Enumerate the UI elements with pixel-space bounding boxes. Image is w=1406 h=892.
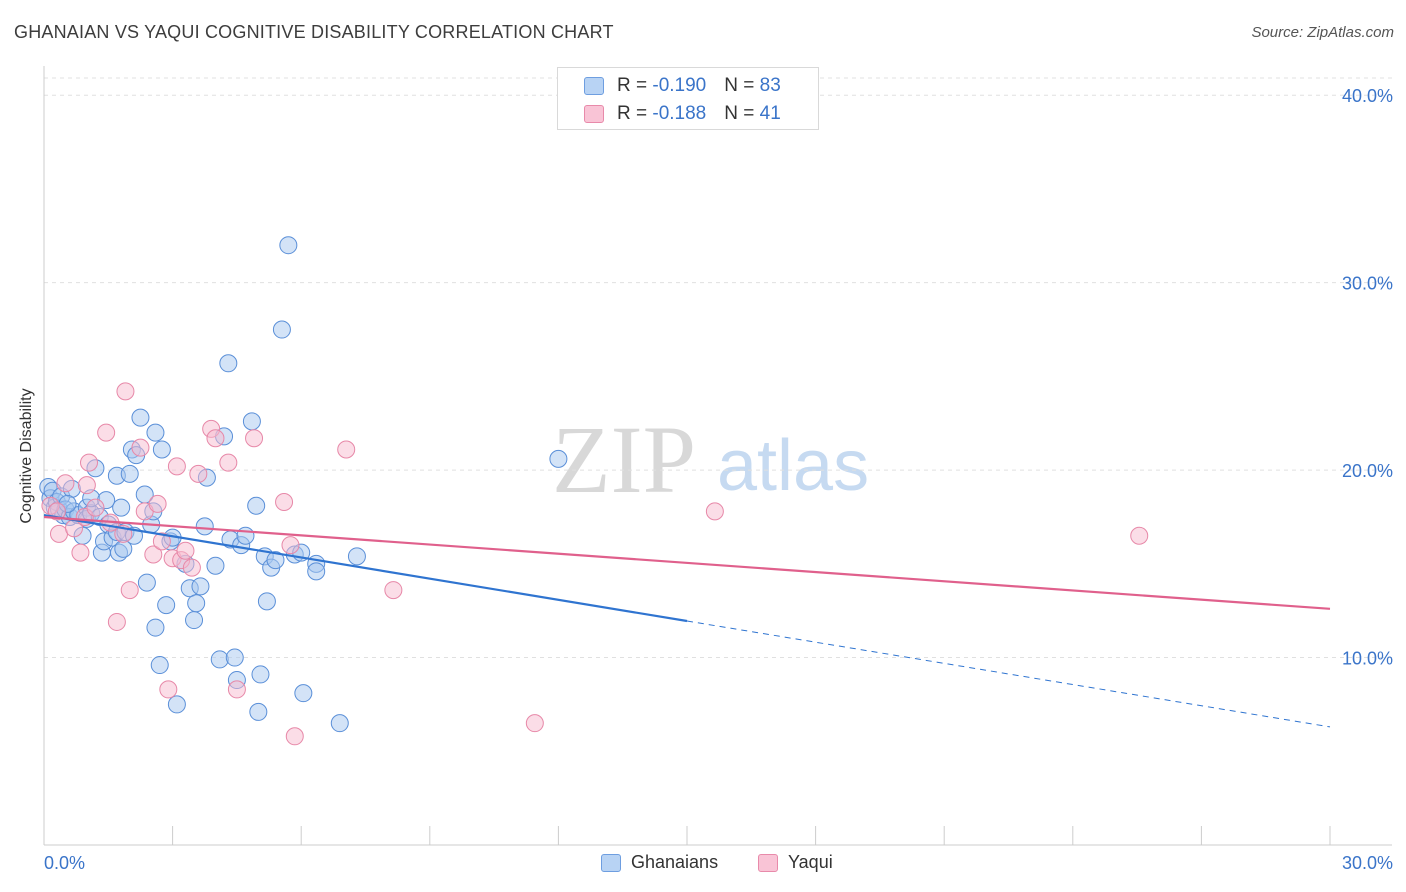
point-yaqui [176,541,195,560]
point-ghanaians [257,592,276,611]
point-ghanaians [146,618,165,637]
point-ghanaians [347,547,366,566]
point-yaqui [107,612,126,631]
point-yaqui [281,536,300,555]
point-yaqui [56,474,75,493]
legend-swatch-blue [584,77,604,95]
y-tick-label: 40.0% [1342,86,1393,106]
point-ghanaians [131,408,150,427]
y-tick-label: 20.0% [1342,461,1393,481]
point-ghanaians [330,714,349,733]
trendline-ghanaians-projection [686,620,1331,728]
series-label-yaqui: Yaqui [788,852,833,872]
trendline-ghanaians [43,514,688,623]
point-ghanaians [247,496,266,515]
point-yaqui [131,438,150,457]
point-yaqui [206,429,225,448]
point-ghanaians [251,665,270,684]
legend-n-value-ghanaians: 83 [759,75,781,96]
series-legend-ghanaians: Ghanaians [601,852,718,873]
point-ghanaians [167,695,186,714]
point-ghanaians [307,562,326,581]
point-yaqui [525,714,544,733]
point-yaqui [77,476,96,495]
point-ghanaians [157,596,176,615]
watermark-zip: ZIP [552,406,696,513]
point-yaqui [182,558,201,577]
legend-r-value-yaqui: -0.188 [652,103,707,124]
point-yaqui [705,502,724,521]
point-yaqui [227,680,246,699]
point-ghanaians [187,594,206,613]
series-swatch-blue [601,853,621,872]
point-ghanaians [272,320,291,339]
point-ghanaians [294,684,313,703]
point-yaqui [97,423,116,442]
chart-title: GHANAIAN VS YAQUI COGNITIVE DISABILITY C… [14,22,614,42]
point-ghanaians [137,573,156,592]
point-ghanaians [150,656,169,675]
legend-n-label: N = [724,103,760,124]
point-yaqui [219,453,238,472]
legend-r-label: R = [617,75,653,96]
point-yaqui [71,543,90,562]
point-ghanaians [549,449,568,468]
legend-swatch-pink [584,105,604,123]
point-ghanaians [279,236,298,255]
x-tick-label: 30.0% [1342,853,1393,873]
point-yaqui [275,492,294,511]
stats-legend: R = -0.190 N = 83 R = -0.188 N = 41 [557,67,819,130]
point-ghanaians [191,577,210,596]
point-ghanaians [195,517,214,536]
legend-n-value-yaqui: 41 [759,103,781,124]
point-yaqui [285,727,304,746]
point-yaqui [148,494,167,513]
point-ghanaians [120,464,139,483]
point-yaqui [86,498,105,517]
legend-n-label: N = [724,75,760,96]
legend-r-label: R = [617,103,653,124]
point-ghanaians [112,498,131,517]
point-yaqui [384,581,403,600]
point-yaqui [80,453,99,472]
point-yaqui [152,532,171,551]
legend-r-value-ghanaians: -0.190 [652,75,707,96]
point-yaqui [120,581,139,600]
point-yaqui [159,680,178,699]
point-yaqui [337,440,356,459]
watermark-atlas: atlas [717,426,869,506]
point-ghanaians [146,423,165,442]
point-ghanaians [266,551,285,570]
point-ghanaians [152,440,171,459]
point-ghanaians [242,412,261,431]
series-swatch-pink [758,853,778,872]
y-tick-label: 10.0% [1342,649,1393,669]
point-ghanaians [185,611,204,630]
point-yaqui [116,382,135,401]
x-tick-label: 0.0% [44,853,85,873]
watermark: ZIP atlas [552,406,869,513]
point-yaqui [1130,526,1149,545]
point-ghanaians [249,702,268,721]
series-legend-yaqui: Yaqui [758,852,833,873]
point-ghanaians [206,556,225,575]
point-yaqui [167,457,186,476]
point-yaqui [50,524,69,543]
series-label-ghanaians: Ghanaians [631,852,719,872]
source-label: Source: ZipAtlas.com [1251,24,1394,41]
point-ghanaians [219,354,238,373]
y-tick-label: 30.0% [1342,274,1393,294]
trendline-yaqui [43,515,1331,610]
point-yaqui [144,545,163,564]
point-ghanaians [210,650,229,669]
point-yaqui [245,429,264,448]
point-ghanaians [236,526,255,545]
point-ghanaians [225,648,244,667]
point-yaqui [189,464,208,483]
